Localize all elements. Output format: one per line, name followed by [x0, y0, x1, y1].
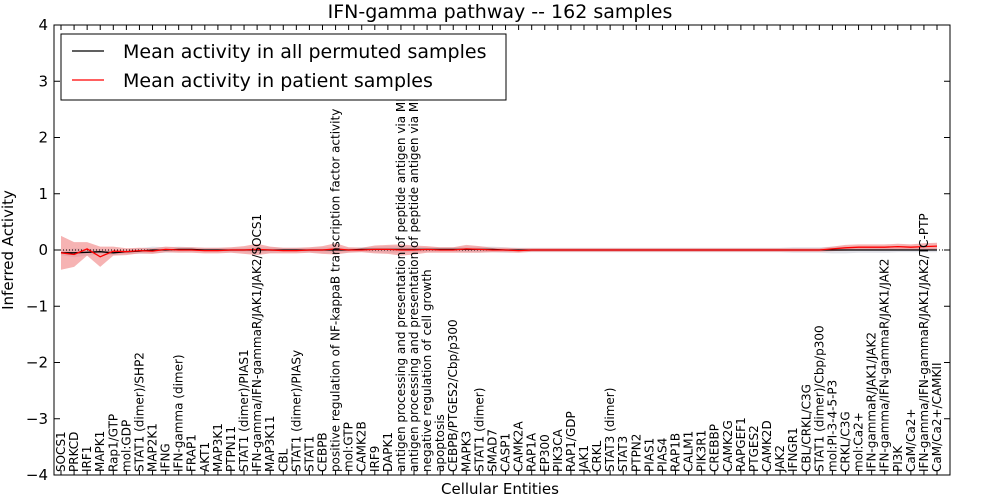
category-label: MAP3K1 [211, 423, 225, 472]
category-label: FRAP1 [185, 434, 199, 472]
category-label: mol:Ca2+ [852, 412, 866, 472]
legend-label-patient: Mean activity in patient samples [123, 70, 433, 92]
category-label: CRKL/C3G [839, 411, 853, 472]
category-label: MAP2K1 [146, 423, 160, 472]
category-label: PIAS1 [642, 438, 656, 472]
y-tick-label: −2 [26, 354, 48, 372]
category-label: IFN-gamma/IFN-gammaR/JAK1/JAK2 [878, 259, 892, 472]
category-label: CEBPB/PTGES2/Cbp/p300 [446, 319, 460, 472]
category-label: PRKCD [67, 432, 81, 472]
y-tick-label: 1 [38, 185, 48, 203]
y-tick-label: 3 [38, 72, 48, 90]
category-labels: SOCS1 PRKCD IRF1 MAPK1 Rap1/GTP mol:GDP STAT1 … [54, 40, 944, 473]
category-label: PTPN2 [629, 434, 643, 472]
category-label: CEBPB [316, 432, 330, 472]
category-label: RAP1A [525, 432, 539, 472]
category-label: antigen processing and presentation of p… [394, 43, 408, 472]
category-label: JAK2 [773, 445, 787, 473]
category-label: IRF1 [80, 446, 94, 472]
category-label: STAT3 (dimer) [603, 388, 617, 472]
category-label: JAK1 [577, 445, 591, 473]
y-tick-label: −3 [26, 410, 48, 428]
category-label: Rap1/GTP [106, 414, 120, 472]
x-axis-label: Cellular Entities [441, 480, 559, 498]
legend-box [60, 33, 507, 101]
category-label: STAT1 (dimer) [472, 388, 486, 472]
confidence-bands [61, 235, 937, 270]
category-label: EP300 [538, 434, 552, 472]
category-label: DAPK1 [381, 432, 395, 472]
category-label: STAT3 [616, 436, 630, 472]
category-label: PTPN11 [224, 426, 238, 472]
category-label: RAPGEF1 [734, 417, 748, 472]
category-label: STAT1 (dimer)/PIAS1 [237, 349, 251, 472]
category-label: CaM/Ca2+/CAMKII [930, 363, 944, 472]
category-label: SOCS1 [54, 431, 68, 472]
y-tick-label: 0 [38, 241, 48, 259]
category-label: apoptosis [433, 414, 447, 472]
legend: Mean activity in all permuted samples Me… [60, 33, 507, 101]
y-tick-label: 2 [38, 129, 48, 147]
series-lines [60, 245, 938, 258]
y-tick-label: −4 [26, 466, 48, 484]
category-label: PTGES2 [747, 425, 761, 472]
category-label: CBL [276, 448, 290, 472]
category-label: PI3K [891, 445, 905, 472]
band-patient [61, 235, 937, 270]
category-label: CaM/Ca2+ [904, 408, 918, 472]
chart-title: IFN-gamma pathway -- 162 samples [328, 1, 673, 23]
category-label: IFN-gamma/IFN-gammaR/JAK1/JAK2/SOCS1 [250, 214, 264, 472]
category-label: CRKL [590, 440, 604, 472]
y-tick-label: 4 [38, 16, 48, 34]
category-label: CREBBP [708, 424, 722, 472]
category-label: PIK3R1 [695, 430, 709, 472]
category-label: mol:GDP [119, 420, 133, 472]
category-label: CAMK2G [721, 420, 735, 472]
category-label: CAMK2D [760, 420, 774, 472]
category-label: SMAD7 [486, 429, 500, 472]
category-label: antigen processing and presentation of p… [407, 40, 421, 472]
category-label: RAP1/GDP [564, 411, 578, 472]
y-axis-label: Inferred Activity [0, 190, 17, 310]
category-label: CAMK2A [512, 421, 526, 472]
category-label: CASP1 [499, 433, 513, 472]
category-label: MAPK1 [93, 431, 107, 472]
series-line-patient [60, 245, 938, 258]
category-label: positive regulation of NF-kappaB transcr… [329, 109, 343, 472]
category-label: CALM1 [682, 431, 696, 472]
category-label: STAT1 (dimer)/SHP2 [132, 352, 146, 472]
category-label: mol:GTP [342, 422, 356, 472]
plot-axes: −4 −3 −2 −1 0 1 2 3 4 [26, 16, 951, 484]
category-label: IRF9 [368, 446, 382, 472]
category-label: PIK3CA [551, 428, 565, 472]
y-tick-label: −1 [26, 297, 48, 315]
category-label: mol:PI-3-4-5-P3 [825, 380, 839, 472]
category-label: IFNGR1 [786, 427, 800, 472]
category-label: STAT1 (dimer)/PIASy [289, 350, 303, 472]
category-label: RAP1B [669, 433, 683, 472]
category-label: CAMK2B [355, 421, 369, 472]
legend-label-permuted: Mean activity in all permuted samples [123, 41, 486, 63]
category-label: MAP3K11 [263, 415, 277, 472]
category-label: IFNG [159, 443, 173, 472]
category-label: AKT1 [198, 442, 212, 472]
category-label: STAT1 [302, 436, 316, 472]
category-label: PIAS4 [655, 438, 669, 472]
category-label: IFN-gamma (dimer) [172, 354, 186, 472]
category-label: negative regulation of cell growth [420, 269, 434, 472]
category-label: IFN-gamma/IFN-gammaR/JAK1/JAK2/TC-PTP [917, 213, 931, 472]
category-label: IFN-gammaR/JAK1/JAK2 [865, 332, 879, 472]
category-label: CBL/CRKL/C3G [799, 384, 813, 472]
category-label: MAPK3 [459, 431, 473, 472]
category-label: STAT1 (dimer)/Cbp/p300 [812, 325, 826, 472]
